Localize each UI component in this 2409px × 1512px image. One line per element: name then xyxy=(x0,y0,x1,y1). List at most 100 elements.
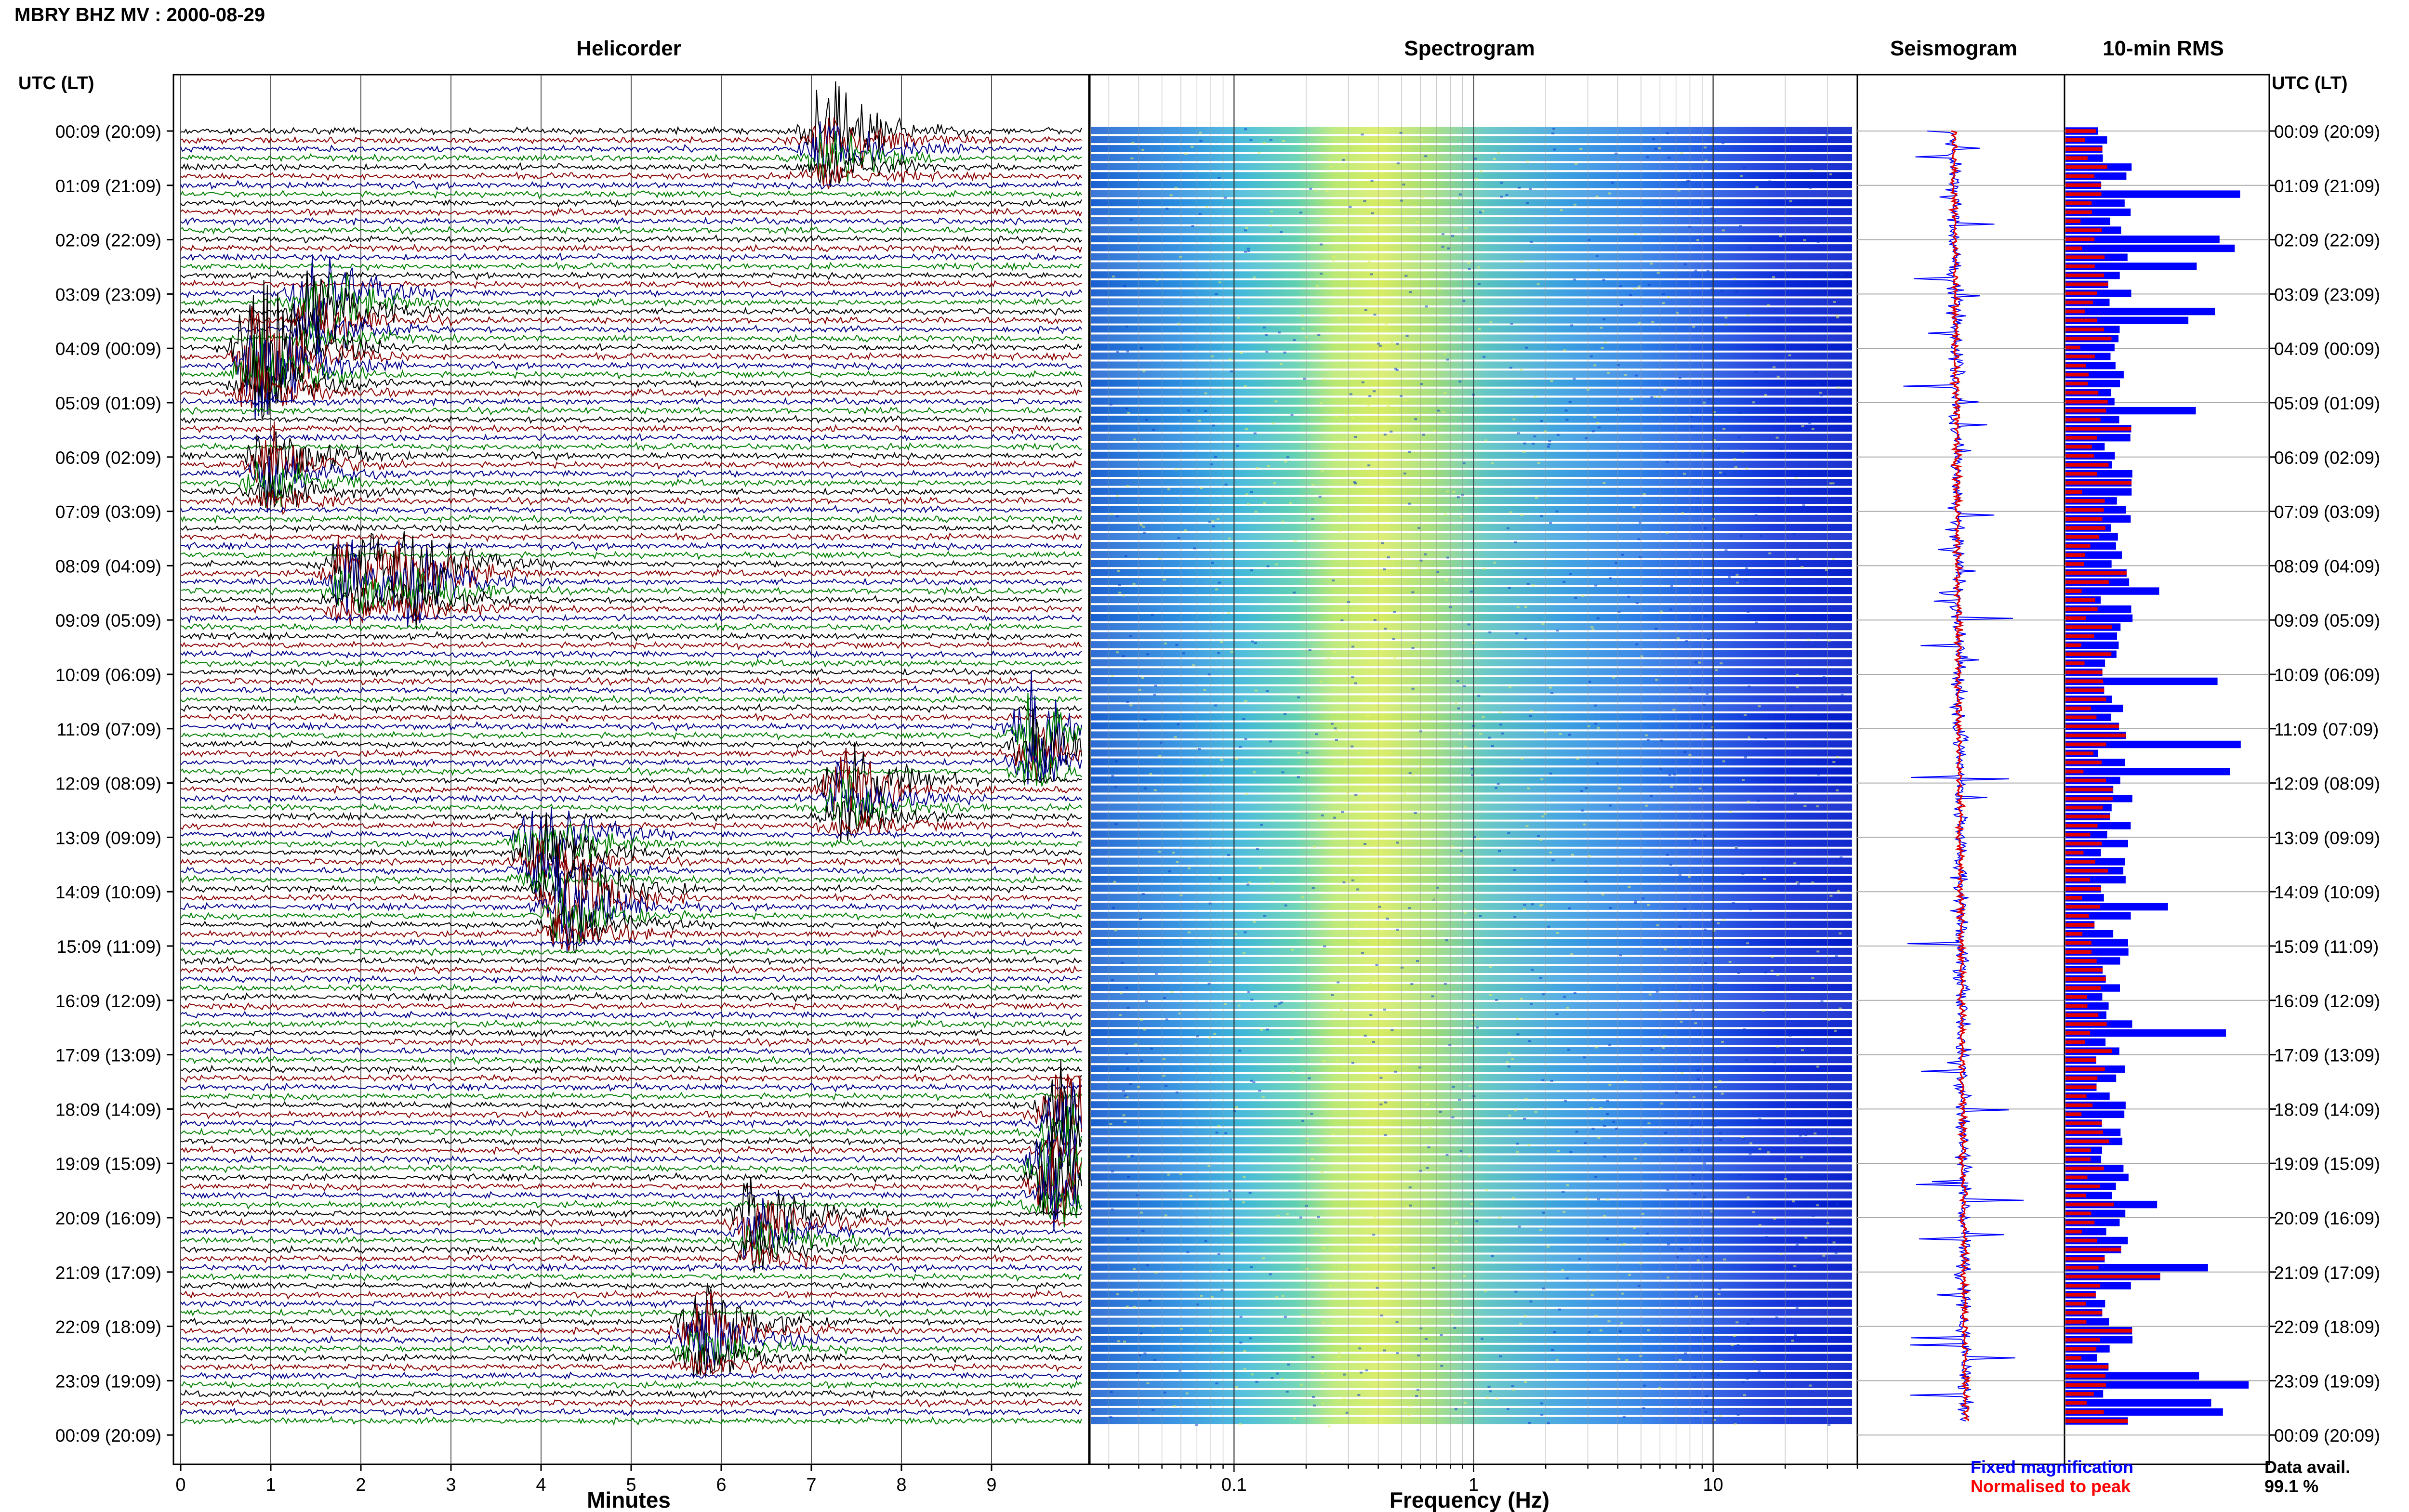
spectrogram-speckle xyxy=(1713,220,1716,223)
row-label-left: 20:09 (16:09) xyxy=(55,1209,161,1228)
spectrogram-row xyxy=(1091,722,1852,730)
spectrogram-speckle xyxy=(1827,888,1830,890)
spectrogram-speckle xyxy=(1351,1062,1354,1064)
spectrogram-speckle xyxy=(1797,882,1800,885)
rms-bar-normalised xyxy=(2065,589,2082,593)
spectrogram-speckle xyxy=(1281,520,1284,523)
helicorder-trace xyxy=(180,1310,1082,1370)
spectrogram-speckle xyxy=(1174,186,1178,189)
spectrogram-speckle xyxy=(1358,1347,1362,1350)
rms-bar-normalised xyxy=(2065,535,2099,539)
row-label-right: 18:09 (14:09) xyxy=(2274,1100,2380,1119)
spectrogram-speckle xyxy=(1619,285,1622,288)
spectrogram-speckle xyxy=(1308,1077,1311,1079)
spectrogram-speckle xyxy=(1525,825,1529,828)
spectrogram-speckle xyxy=(1393,657,1396,659)
spectrogram-speckle xyxy=(1816,805,1819,808)
spectrogram-speckle xyxy=(1507,1408,1509,1410)
spectrogram-speckle xyxy=(1479,915,1482,917)
spectrogram-speckle xyxy=(1464,746,1467,748)
spectrogram-speckle xyxy=(1735,1321,1739,1324)
spectrogram-row xyxy=(1091,316,1852,324)
spectrogram-speckle xyxy=(1537,835,1540,837)
spectrogram-row xyxy=(1091,632,1852,640)
row-label-left: 10:09 (06:09) xyxy=(55,665,161,685)
spectrogram-speckle xyxy=(1191,225,1194,227)
spectrogram-speckle xyxy=(1560,209,1563,211)
spectrogram-speckle xyxy=(1287,1363,1290,1366)
spectrogram-speckle xyxy=(1702,703,1706,706)
spectrogram-speckle xyxy=(1531,969,1534,971)
row-label-right: 21:09 (17:09) xyxy=(2274,1263,2380,1283)
spectrogram-speckle xyxy=(1609,804,1612,807)
spectrogram-speckle xyxy=(1666,1189,1669,1191)
spectrogram-speckle xyxy=(1258,1090,1261,1092)
spectrogram-speckle xyxy=(1690,1124,1694,1127)
spectrogram-speckle xyxy=(1553,148,1556,151)
spectrogram-speckle xyxy=(1500,196,1503,198)
spectrogram-speckle xyxy=(1549,522,1552,524)
spectrogram-speckle xyxy=(1178,1012,1181,1015)
row-label-right: 11:09 (07:09) xyxy=(2274,720,2379,739)
spectrogram-row xyxy=(1091,1056,1852,1064)
spectrogram-speckle xyxy=(1378,906,1381,908)
spectrogram-speckle xyxy=(1383,434,1387,436)
spectrogram-speckle xyxy=(1795,477,1798,480)
spectrogram-speckle xyxy=(1493,562,1496,564)
spectrogram-speckle xyxy=(1176,1091,1178,1093)
spectrogram-speckle xyxy=(1616,364,1620,366)
right-axis-label: UTC (LT) xyxy=(2272,73,2348,93)
helicorder-trace xyxy=(180,81,1082,163)
spectrogram-speckle xyxy=(1594,704,1597,707)
spectrogram-speckle xyxy=(1604,342,1607,344)
spectrogram-speckle xyxy=(1444,513,1447,515)
spectrogram-speckle xyxy=(1198,420,1201,422)
spectrogram-speckle xyxy=(1679,947,1682,949)
legend-normalised: Normalised to peak xyxy=(1971,1476,2131,1496)
row-label-right: 13:09 (09:09) xyxy=(2274,828,2380,848)
spectrogram-speckle xyxy=(1333,651,1337,653)
spectrogram-speckle xyxy=(1250,491,1253,493)
spectrogram-speckle xyxy=(1260,824,1263,826)
spectrogram-speckle xyxy=(1632,506,1636,509)
spectrogram-speckle xyxy=(1640,655,1643,657)
spectrogram-speckle xyxy=(1484,439,1487,442)
spectrogram-speckle xyxy=(1724,316,1728,319)
spectrogram-speckle xyxy=(1668,157,1671,159)
spectrogram-speckle xyxy=(1373,390,1376,393)
spectrogram-speckle xyxy=(1281,1378,1284,1380)
rms-bar-normalised xyxy=(2065,463,2109,467)
helicorder-trace xyxy=(180,1351,1082,1376)
spectrogram-row xyxy=(1091,677,1852,684)
rms-bar-normalised xyxy=(2065,652,2112,656)
spectrogram-speckle xyxy=(1343,1373,1346,1376)
spectrogram-speckle xyxy=(1484,1290,1487,1292)
spectrogram-speckle xyxy=(1253,432,1257,434)
spectrogram-speckle xyxy=(1306,1142,1309,1144)
helicorder-tick-label: 4 xyxy=(536,1475,546,1495)
spectrogram-speckle xyxy=(1345,127,1348,130)
spectrogram-speckle xyxy=(1555,1359,1559,1361)
spectrogram-row xyxy=(1091,434,1852,441)
spectrogram-speckle xyxy=(1125,408,1128,410)
spectrogram-speckle xyxy=(1393,611,1396,613)
spectrogram-speckle xyxy=(1363,1035,1367,1037)
spectrogram-speckle xyxy=(1127,412,1130,414)
rms-bar-normalised xyxy=(2065,715,2097,720)
helicorder-trace xyxy=(180,514,1082,525)
rms-bar-normalised xyxy=(2065,950,2092,954)
spectrogram-speckle xyxy=(1615,1128,1618,1130)
spectrogram-speckle xyxy=(1254,511,1257,513)
spectrogram-speckle xyxy=(1749,736,1753,738)
spectrogram-speckle xyxy=(1533,435,1536,438)
spectrogram-speckle xyxy=(1411,687,1415,690)
spectrogram-speckle xyxy=(1132,582,1136,585)
spectrogram-speckle xyxy=(1140,1019,1143,1021)
spectrogram-row xyxy=(1091,686,1852,694)
spectrogram-speckle xyxy=(1456,680,1460,683)
spectrogram-speckle xyxy=(1163,579,1166,581)
spectrogram-speckle xyxy=(1709,1170,1713,1172)
spectrogram-speckle xyxy=(1608,1083,1612,1086)
rms-bar-normalised xyxy=(2065,1031,2091,1035)
spectrogram-speckle xyxy=(1570,324,1574,327)
